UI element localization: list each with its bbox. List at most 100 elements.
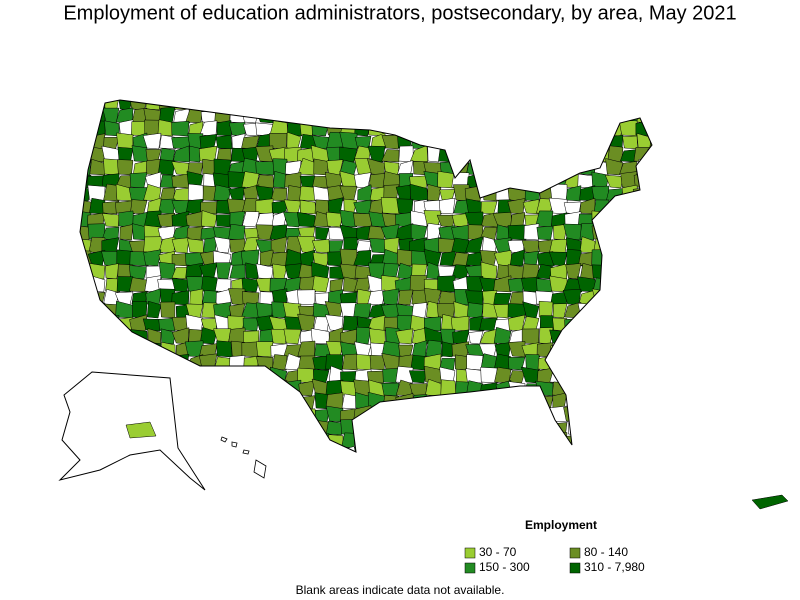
map-region <box>115 200 135 215</box>
map-region <box>607 145 624 163</box>
map-region <box>552 303 568 319</box>
map-region <box>451 100 470 111</box>
map-region <box>125 421 157 439</box>
map-region <box>620 316 639 332</box>
map-region <box>80 303 92 319</box>
map-region <box>129 277 149 293</box>
map-region <box>578 109 596 124</box>
map-region <box>315 226 330 241</box>
map-region <box>297 445 316 452</box>
map-region <box>383 100 400 111</box>
legend-label: 30 - 70 <box>479 545 517 559</box>
map-region <box>409 100 428 111</box>
map-region <box>606 265 624 280</box>
map-region <box>621 368 638 384</box>
map-region <box>536 225 554 241</box>
map-region <box>339 224 359 241</box>
map-region <box>578 407 596 423</box>
map-region <box>535 395 554 410</box>
map-region <box>509 249 526 267</box>
map-region <box>229 366 246 384</box>
map-region <box>118 340 134 358</box>
map-region <box>563 327 582 345</box>
map-region <box>537 367 554 384</box>
map-region <box>495 100 512 111</box>
map-region <box>605 158 624 176</box>
map-region <box>648 316 652 332</box>
map-region <box>636 353 652 371</box>
map-region <box>565 185 582 202</box>
map-region <box>202 443 219 452</box>
map-region <box>483 445 498 452</box>
map-region <box>312 355 330 371</box>
map-region <box>80 145 92 163</box>
map-region <box>592 327 611 345</box>
map-region <box>216 148 232 163</box>
map-region <box>591 288 611 306</box>
map-region <box>171 237 190 254</box>
map-region <box>159 353 176 371</box>
map-region <box>508 394 527 410</box>
map-region <box>481 109 498 124</box>
map-region <box>423 120 443 137</box>
map-region <box>591 100 610 111</box>
map-region <box>201 100 218 111</box>
map-region <box>439 100 457 111</box>
map-region <box>213 236 232 254</box>
map-region <box>371 406 387 423</box>
map-region <box>619 433 638 449</box>
map-region <box>480 201 498 215</box>
map-region <box>255 185 274 202</box>
map-region <box>482 119 498 137</box>
map-region <box>578 316 596 332</box>
map-region <box>605 408 625 423</box>
map-region <box>452 120 470 137</box>
map-region <box>592 342 610 358</box>
map-region <box>636 432 652 449</box>
map-region <box>482 302 498 319</box>
map-region <box>453 418 470 436</box>
map-region <box>200 366 218 384</box>
map-region <box>523 432 540 449</box>
map-region <box>410 145 428 163</box>
map-region <box>185 100 204 111</box>
map-region <box>592 316 610 332</box>
map-region <box>394 100 414 111</box>
map-region <box>605 341 624 358</box>
map-region <box>285 408 302 423</box>
map-region <box>636 132 652 150</box>
map-region <box>591 381 610 397</box>
map-region <box>622 252 638 267</box>
map-region <box>87 184 106 202</box>
map-region <box>480 261 498 280</box>
map-region <box>651 341 652 358</box>
map-region <box>80 353 93 371</box>
map-region <box>186 366 204 384</box>
map-region <box>189 288 204 306</box>
map-region <box>508 381 526 397</box>
map-region <box>535 173 554 189</box>
map-region <box>465 198 484 215</box>
map-region <box>563 278 583 293</box>
map-region <box>396 121 415 137</box>
map-region <box>314 100 330 111</box>
map-region <box>188 431 204 449</box>
map-region <box>579 327 596 345</box>
map-region <box>354 432 372 449</box>
legend-label: 80 - 140 <box>584 545 628 559</box>
legend-swatch <box>569 562 581 574</box>
island <box>242 449 250 455</box>
map-region <box>255 161 275 176</box>
map-region <box>592 405 610 423</box>
map-region <box>259 291 274 306</box>
map-region <box>607 331 624 345</box>
map-region <box>269 433 288 449</box>
footnote: Blank areas indicate data not available. <box>296 583 505 597</box>
map-region <box>497 173 512 189</box>
map-region <box>621 394 638 410</box>
map-region <box>550 159 568 176</box>
map-region <box>633 266 652 280</box>
map-region <box>453 405 470 423</box>
map-region <box>651 236 652 254</box>
